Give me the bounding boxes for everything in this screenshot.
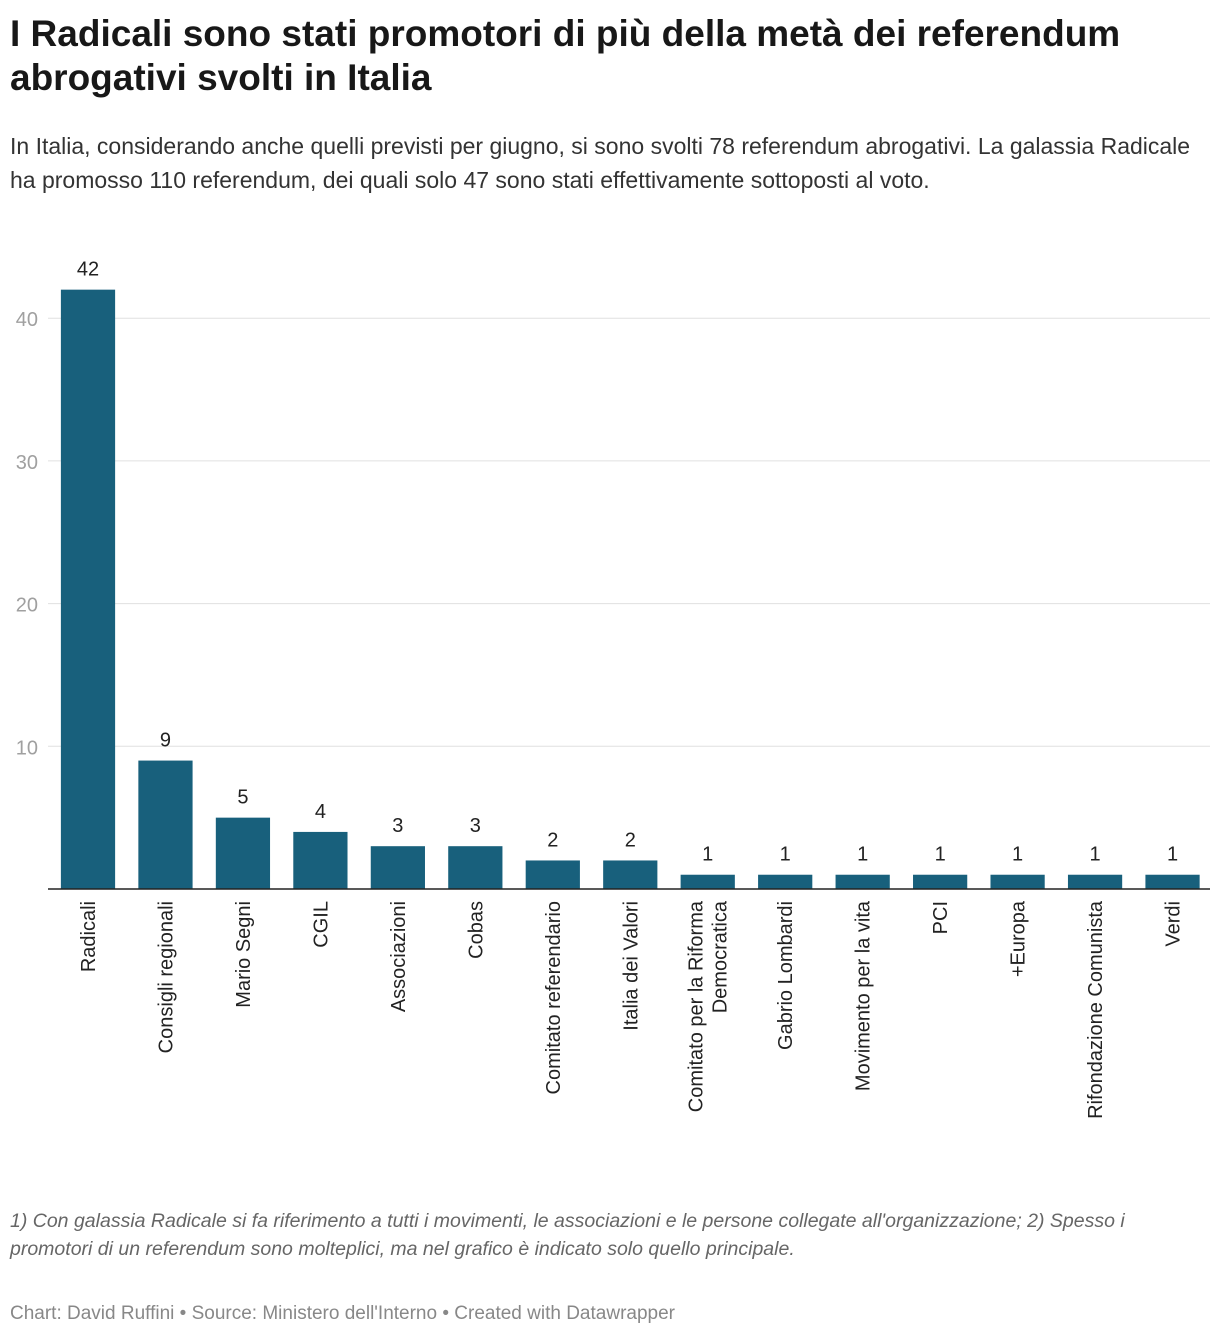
bar-value-label: 4 [315,801,326,823]
bar-value-label: 1 [857,844,868,866]
bar [913,874,968,889]
x-category-label: Italia dei Valori [620,901,642,1031]
x-category-label: Consigli regionali [155,901,177,1053]
x-category-label: CGIL [310,901,332,948]
bar [603,860,658,889]
bar [215,817,271,889]
bar-value-label: 1 [1090,844,1101,866]
x-category-label: Rifondazione Comunista [1085,900,1107,1119]
x-category-label: +Europa [1008,900,1030,977]
x-category-label: Movimento per la vita [853,900,875,1091]
bar [448,846,503,889]
bar-value-label: 1 [1012,844,1023,866]
bar-value-label: 1 [780,844,791,866]
bar [1067,874,1123,889]
bar [758,874,813,889]
chart-title: I Radicali sono stati promotori di più d… [10,13,1121,98]
bar [835,874,890,889]
bar-value-label: 9 [160,730,171,752]
bar [1145,874,1200,889]
bar [525,860,580,889]
bar-chart: 42 9 5 4 3 3 2 2 1 1 1 1 1 1 1 10 20 30 40 Radicali Consigl… [16,259,1210,1119]
bar [370,846,425,889]
bar [138,760,193,889]
y-tick-label: 10 [16,737,38,759]
x-category-label: Comitato per la Riforma Democratica [686,900,732,1112]
bar [293,831,348,889]
footnotes: 1) Con galassia Radicale si fa riferimen… [10,1210,1125,1260]
chart-credits: Chart: David Ruffini • Source: Ministero… [10,1303,675,1324]
axes: 10 20 30 40 Radicali Consigli regionali Mario … [16,309,1210,1119]
x-category-label: Associazioni [388,901,410,1012]
chart-subtitle: In Italia, considerando anche quelli pre… [10,133,1191,193]
x-category-label: PCI [930,901,952,934]
x-category-label: Comitato referendario [543,901,565,1094]
bar [680,874,735,889]
bars: 42 9 5 4 3 3 2 2 1 1 1 1 1 1 1 [60,259,1200,889]
y-tick-label: 40 [16,309,38,331]
y-tick-label: 20 [16,595,38,617]
x-category-label: Verdi [1163,901,1185,947]
x-category-label: Cobas [465,901,487,959]
bar-value-label: 5 [237,787,248,809]
bar-value-label: 2 [547,829,558,851]
bar-value-label: 2 [625,829,636,851]
x-category-label: Mario Segni [233,901,255,1008]
bar-value-label: 1 [1167,844,1178,866]
bar-value-label: 42 [77,259,99,281]
bar-value-label: 3 [392,815,403,837]
bar [990,874,1045,889]
bar [60,289,116,889]
gridlines [48,317,1210,747]
bar-value-label: 3 [470,815,481,837]
x-category-label: Radicali [78,901,100,972]
bar-value-label: 1 [935,844,946,866]
bar-value-label: 1 [702,844,713,866]
x-category-label: Gabrio Lombardi [775,901,797,1050]
y-tick-label: 30 [16,452,38,474]
